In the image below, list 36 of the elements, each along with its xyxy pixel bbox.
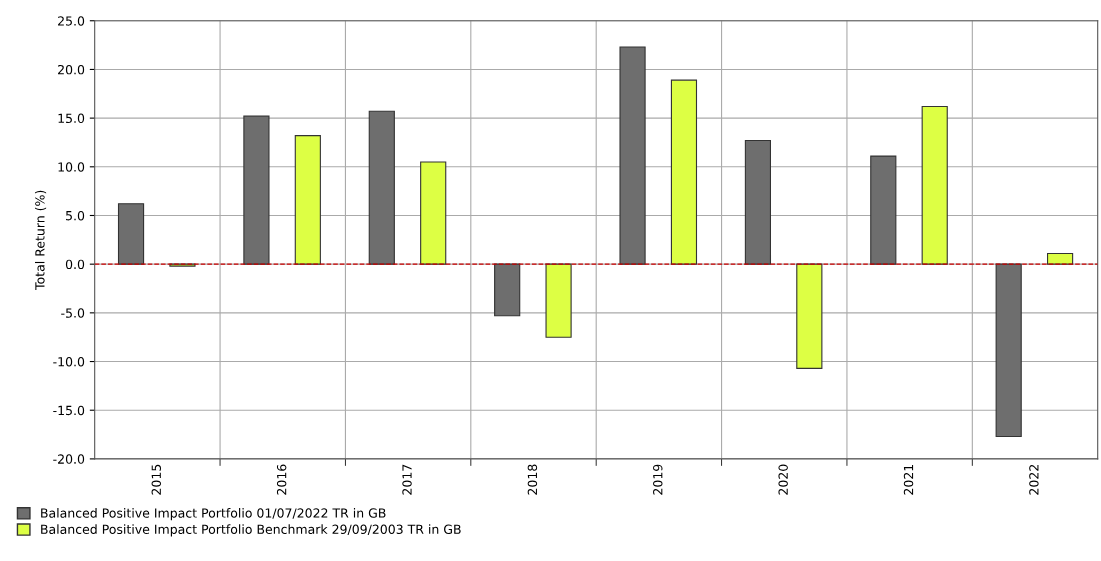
y-tick-label: -20.0 bbox=[53, 454, 85, 464]
y-tick-label: -5.0 bbox=[61, 308, 85, 318]
bar bbox=[619, 46, 646, 265]
x-tick-label: 2022 bbox=[1029, 465, 1039, 495]
bar bbox=[744, 139, 772, 265]
x-tick-label: 2020 bbox=[778, 464, 788, 495]
y-tick-label: 0.0 bbox=[65, 259, 85, 270]
bar bbox=[796, 263, 823, 369]
y-tick-label: 20.0 bbox=[58, 64, 85, 75]
y-tick-label: 15.0 bbox=[58, 113, 85, 124]
y-tick-label: 5.0 bbox=[66, 210, 85, 221]
y-tick-label: -15.0 bbox=[53, 405, 85, 416]
bar bbox=[545, 263, 572, 338]
legend-label: Balanced Positive Impact Portfolio Benchmark 29/09/2003 TR in GB bbox=[41, 524, 461, 537]
bar bbox=[117, 203, 145, 265]
x-tick-label: 2019 bbox=[653, 464, 663, 495]
bar bbox=[921, 105, 948, 265]
y-tick-label: 25.0 bbox=[58, 16, 85, 26]
bar bbox=[670, 79, 698, 265]
x-tick-label: 2017 bbox=[402, 464, 412, 495]
legend-label: Balanced Positive Impact Portfolio 01/07/2022 TR in GB bbox=[41, 508, 386, 521]
bar bbox=[494, 263, 521, 317]
x-tick-label: 2016 bbox=[276, 464, 287, 495]
y-tick-label: -10.0 bbox=[53, 357, 85, 367]
bar bbox=[420, 161, 447, 265]
bar bbox=[243, 115, 270, 265]
bar bbox=[995, 263, 1022, 438]
y-axis-title: Total Return (%) bbox=[34, 190, 47, 290]
bar bbox=[294, 135, 321, 265]
x-tick-label: 2018 bbox=[527, 464, 538, 495]
bar bbox=[1046, 252, 1074, 265]
x-tick-label: 2015 bbox=[151, 464, 161, 495]
x-tick-label: 2021 bbox=[903, 464, 914, 495]
bar bbox=[368, 110, 395, 265]
bar bbox=[870, 155, 897, 265]
y-tick-label: 10.0 bbox=[58, 162, 85, 172]
